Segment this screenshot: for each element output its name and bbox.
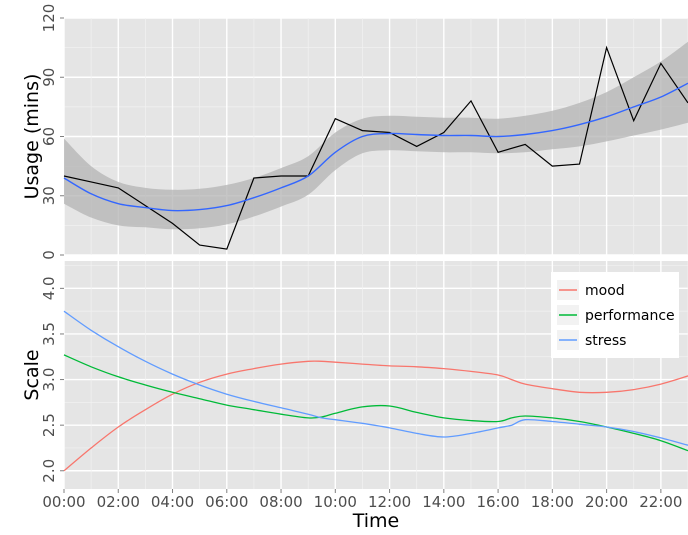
performance-series-line bbox=[63, 354, 688, 452]
scale-y-tick-label: 2.5 bbox=[40, 413, 58, 437]
scale-panel-ticks: 2.0 2.5 3.0 3.5 4.0 bbox=[40, 276, 64, 483]
x-tick-label: 08:00 bbox=[259, 493, 302, 511]
x-tick-label: 16:00 bbox=[476, 493, 519, 511]
x-tick-label: 00:00 bbox=[42, 493, 85, 511]
x-tick-label: 14:00 bbox=[422, 493, 465, 511]
scale-y-axis-title: Scale bbox=[21, 349, 43, 400]
x-tick-label: 12:00 bbox=[368, 493, 411, 511]
x-tick-label: 20:00 bbox=[585, 493, 628, 511]
legend-label-performance: performance bbox=[585, 308, 675, 324]
usage-y-tick-label: 120 bbox=[40, 4, 58, 33]
x-tick-label: 18:00 bbox=[531, 493, 574, 511]
x-tick-label: 02:00 bbox=[97, 493, 140, 511]
stress-series-line bbox=[63, 310, 688, 446]
x-axis-ticks: 00:00 02:00 04:00 06:00 08:00 10:00 12:00 14:00… bbox=[42, 489, 682, 511]
usage-y-tick-label: 60 bbox=[40, 127, 58, 146]
confidence-ribbon bbox=[64, 41, 688, 230]
x-tick-label: 22:00 bbox=[639, 493, 682, 511]
x-axis-title: Time bbox=[352, 510, 400, 531]
legend-label-stress: stress bbox=[585, 333, 626, 349]
usage-y-axis-title: Usage (mins) bbox=[21, 74, 43, 200]
usage-y-tick-label: 90 bbox=[40, 68, 58, 87]
scale-panel-marks bbox=[63, 310, 688, 472]
legend-label-mood: mood bbox=[585, 283, 625, 299]
scale-y-tick-label: 4.0 bbox=[40, 276, 58, 300]
x-tick-label: 10:00 bbox=[314, 493, 357, 511]
usage-series-line bbox=[63, 45, 688, 250]
usage-y-tick-label: 30 bbox=[40, 186, 58, 205]
scale-y-tick-label: 2.0 bbox=[40, 459, 58, 483]
usage-panel-marks bbox=[63, 41, 688, 250]
x-tick-label: 04:00 bbox=[151, 493, 194, 511]
x-tick-label: 06:00 bbox=[205, 493, 248, 511]
usage-panel-ticks: 0 30 60 90 120 bbox=[40, 4, 64, 260]
legend: mood performance stress bbox=[551, 272, 679, 358]
scale-y-tick-label: 3.5 bbox=[40, 322, 58, 346]
usage-smooth-line bbox=[63, 82, 688, 212]
usage-y-tick-label: 0 bbox=[40, 250, 58, 260]
scale-y-tick-label: 3.0 bbox=[40, 368, 58, 392]
